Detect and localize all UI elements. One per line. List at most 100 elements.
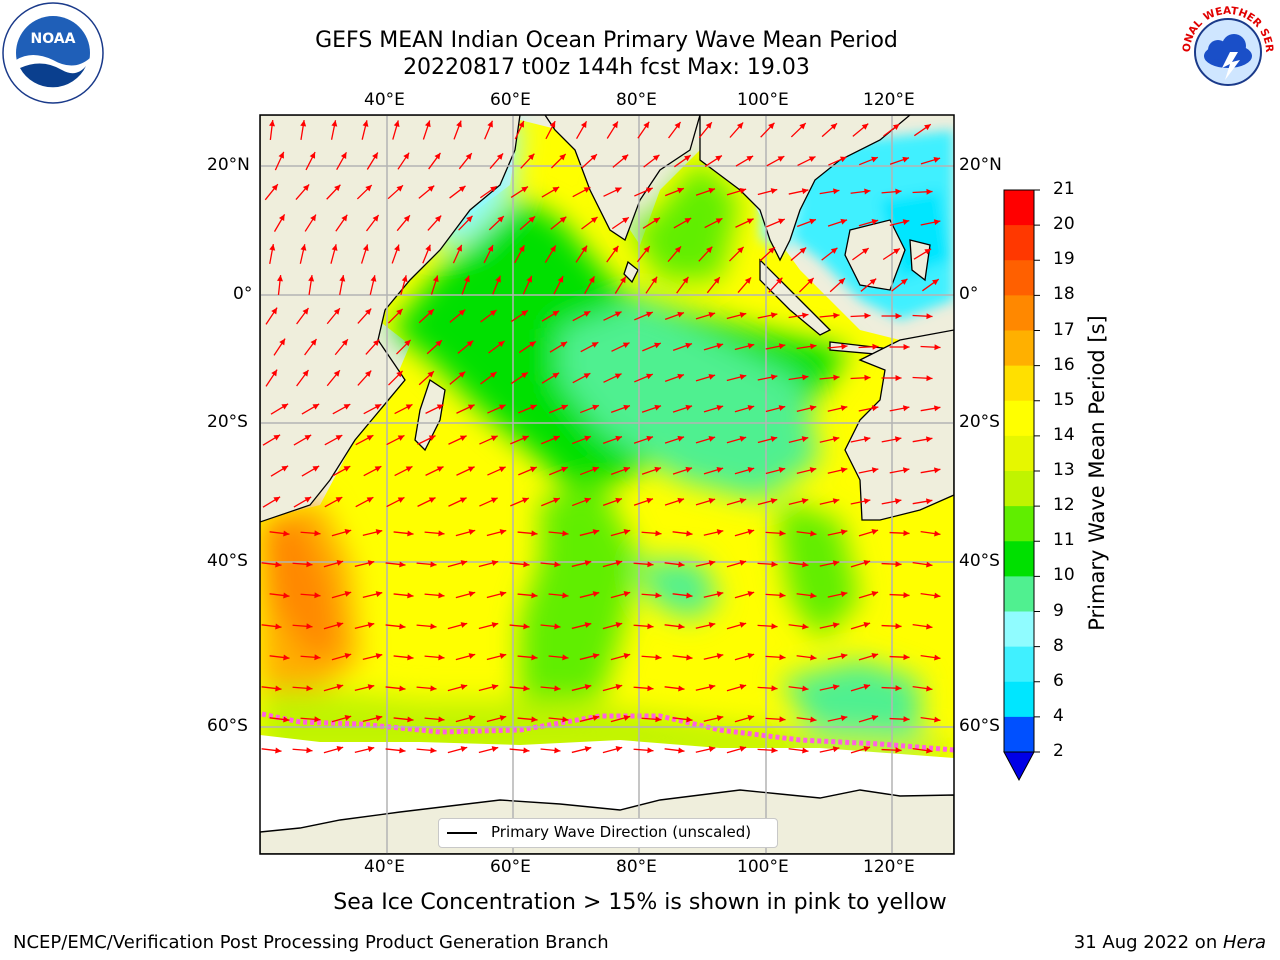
direction-arrow — [581, 216, 598, 230]
period-zone-12s-bay — [600, 160, 740, 280]
direction-arrow — [664, 685, 685, 692]
direction-arrow — [394, 465, 413, 477]
direction-arrow — [643, 154, 660, 168]
direction-arrow — [695, 311, 716, 320]
direction-arrow — [634, 311, 654, 321]
colorbar-tick-label: 12 — [1053, 495, 1075, 516]
direction-arrow — [610, 653, 631, 661]
direction-arrow — [544, 245, 557, 263]
direction-arrow — [579, 529, 600, 537]
direction-arrow — [292, 561, 313, 568]
direction-arrow — [354, 684, 375, 692]
direction-arrow — [821, 122, 838, 138]
direction-arrow — [765, 592, 786, 599]
direction-arrow — [797, 156, 816, 166]
direction-arrow — [261, 561, 282, 568]
direction-arrow — [571, 684, 592, 692]
direction-arrow — [455, 653, 476, 661]
direction-arrow — [262, 434, 281, 446]
lat-tick-left-40s: 40°S — [207, 551, 248, 571]
direction-arrow — [729, 122, 744, 138]
direction-arrow — [858, 219, 879, 227]
direction-arrow — [458, 152, 473, 170]
date-stamp: 31 Aug 2022 on Hera — [1074, 932, 1266, 953]
direction-arrow — [323, 746, 344, 754]
colorbar-segment — [1004, 681, 1034, 718]
direction-arrow — [912, 561, 933, 568]
direction-arrow — [726, 498, 747, 506]
lat-tick-right-20s: 20°S — [959, 412, 1000, 432]
direction-arrow — [262, 496, 281, 508]
direction-arrow — [819, 312, 840, 319]
direction-arrow — [273, 214, 286, 232]
direction-arrow — [270, 403, 289, 415]
direction-arrow — [912, 747, 933, 754]
direction-arrow — [484, 120, 494, 140]
direction-arrow — [426, 339, 443, 355]
colorbar-segment — [1004, 611, 1034, 648]
direction-arrow — [386, 434, 405, 446]
direction-arrow — [456, 466, 475, 476]
direction-arrow — [425, 404, 444, 414]
direction-arrow — [388, 308, 404, 324]
direction-arrow — [478, 560, 499, 568]
direction-arrow — [602, 560, 623, 568]
direction-arrow — [304, 214, 317, 232]
direction-arrow — [726, 374, 747, 382]
direction-arrow — [424, 716, 445, 723]
direction-arrow — [332, 403, 351, 415]
colorbar-label: Primary Wave Mean Period [s] — [1085, 315, 1109, 631]
direction-arrow — [827, 218, 848, 227]
colorbar-tick-label: 8 — [1053, 635, 1064, 656]
direction-arrow — [487, 466, 506, 476]
direction-arrow — [362, 653, 383, 661]
colorbar-tick-label: 2 — [1053, 741, 1064, 761]
direction-arrow — [602, 435, 623, 445]
direction-arrow — [514, 120, 525, 140]
direction-arrow — [509, 561, 530, 568]
direction-arrow — [424, 592, 445, 599]
period-zone-18s — [262, 515, 340, 660]
direction-arrow — [509, 623, 530, 630]
direction-arrow — [819, 188, 840, 195]
lon-tick-bottom-120e: 120°E — [863, 857, 915, 877]
direction-arrow — [455, 715, 476, 723]
colorbar — [1003, 189, 1040, 782]
direction-arrow — [912, 685, 933, 692]
direction-arrow — [296, 307, 310, 325]
direction-arrow — [396, 214, 411, 232]
direction-arrow — [757, 685, 778, 692]
direction-arrow — [641, 716, 662, 723]
direction-arrow — [550, 153, 567, 169]
wave-direction-arrows — [261, 119, 941, 754]
direction-arrow — [480, 371, 497, 385]
direction-arrow — [850, 312, 871, 319]
direction-arrow — [858, 343, 879, 350]
colorbar-tick-label: 17 — [1053, 319, 1075, 340]
colorbar-tick-label: 9 — [1053, 600, 1064, 621]
direction-arrow — [852, 247, 870, 261]
direction-arrow — [424, 654, 445, 661]
direction-arrow — [765, 405, 786, 413]
direction-arrow — [603, 311, 622, 321]
direction-arrow — [331, 591, 352, 599]
direction-arrow — [765, 343, 786, 350]
direction-arrow — [447, 684, 468, 692]
direction-arrow — [355, 434, 374, 446]
direction-arrow — [276, 274, 283, 296]
lon-tick-top-120e: 120°E — [863, 90, 915, 110]
direction-arrow — [261, 747, 282, 754]
direction-arrow — [418, 370, 435, 386]
direction-arrow — [883, 123, 900, 137]
direction-arrow — [850, 559, 871, 568]
direction-arrow — [292, 685, 313, 692]
direction-arrow — [392, 120, 400, 140]
direction-arrow — [486, 653, 507, 661]
direction-arrow — [478, 622, 499, 630]
direction-arrow — [734, 529, 755, 537]
direction-arrow — [541, 497, 561, 507]
colorbar-extend-arrow — [1003, 751, 1035, 782]
direction-arrow — [518, 466, 538, 476]
direction-arrow — [418, 185, 435, 199]
direction-arrow — [889, 343, 910, 350]
